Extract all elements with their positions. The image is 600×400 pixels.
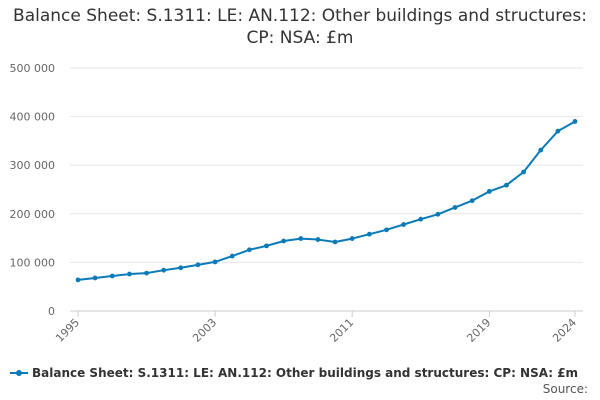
source-label: Source: <box>542 382 588 396</box>
y-tick-label: 100 000 <box>10 256 56 269</box>
data-point[interactable] <box>504 182 509 188</box>
x-tick-label: 2019 <box>464 316 493 345</box>
data-point[interactable] <box>195 262 201 268</box>
data-point[interactable] <box>332 239 338 245</box>
data-point[interactable] <box>555 128 561 134</box>
y-axis-tick-labels: 0 100 000 200 000 300 000 400 000 500 000 <box>10 62 56 318</box>
x-tick-label: 1995 <box>53 316 82 345</box>
data-point[interactable] <box>366 231 372 237</box>
data-point[interactable] <box>538 147 544 153</box>
data-point[interactable] <box>144 270 149 276</box>
data-point[interactable] <box>75 277 81 283</box>
x-axis-tick-labels: 1995 2003 2011 2019 2024 <box>53 316 579 345</box>
data-point[interactable] <box>435 211 441 217</box>
legend[interactable]: Balance Sheet: S.1311: LE: AN.112: Other… <box>10 366 578 380</box>
data-point[interactable] <box>229 253 235 259</box>
x-tick-label: 2003 <box>190 316 219 345</box>
data-point[interactable] <box>92 275 98 281</box>
y-tick-label: 500 000 <box>10 62 56 75</box>
data-point[interactable] <box>401 222 407 227</box>
series-line-layer <box>75 119 578 283</box>
data-point[interactable] <box>486 189 492 194</box>
data-point[interactable] <box>469 198 475 204</box>
data-point[interactable] <box>264 243 269 249</box>
y-tick-label: 400 000 <box>10 111 56 124</box>
legend-series-label: Balance Sheet: S.1311: LE: AN.112: Other… <box>32 366 579 380</box>
data-point[interactable] <box>127 271 132 277</box>
data-point[interactable] <box>521 169 526 175</box>
data-point[interactable] <box>178 265 184 271</box>
data-point[interactable] <box>418 216 424 222</box>
x-tick-label: 2024 <box>550 316 579 345</box>
data-point[interactable] <box>161 267 167 273</box>
data-point[interactable] <box>212 259 218 265</box>
data-point[interactable] <box>298 236 304 241</box>
data-point[interactable] <box>384 227 389 233</box>
legend-series-swatch <box>10 368 28 378</box>
data-point[interactable] <box>246 247 252 253</box>
x-tick-label: 2011 <box>327 316 356 345</box>
y-tick-label: 300 000 <box>10 159 56 172</box>
data-point[interactable] <box>452 205 458 210</box>
data-point[interactable] <box>315 237 321 242</box>
data-point[interactable] <box>109 273 115 279</box>
series-line <box>77 120 576 281</box>
gridlines <box>70 67 583 263</box>
axes <box>70 310 583 317</box>
data-point[interactable] <box>349 236 355 241</box>
data-point[interactable] <box>281 238 287 244</box>
chart-title: Balance Sheet: S.1311: LE: AN.112: Other… <box>13 6 587 48</box>
y-tick-label: 200 000 <box>10 208 56 221</box>
y-tick-label: 0 <box>48 305 55 318</box>
data-point[interactable] <box>572 119 578 124</box>
